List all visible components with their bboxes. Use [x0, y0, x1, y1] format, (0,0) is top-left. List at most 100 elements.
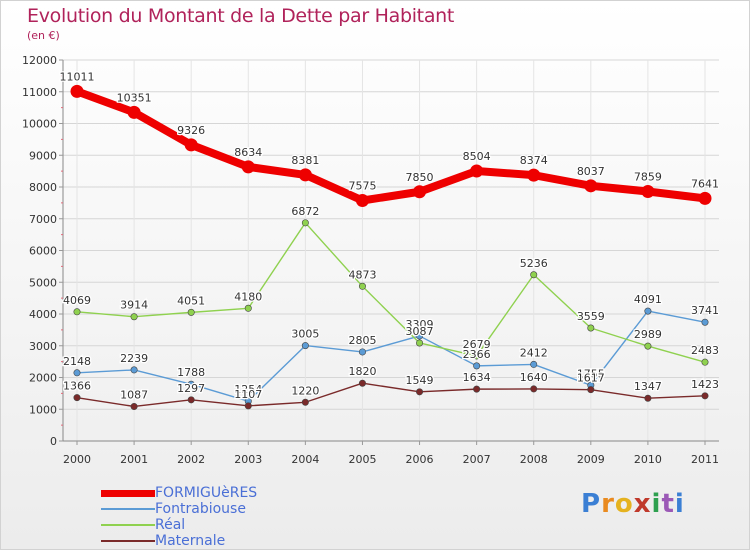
series-1-point	[187, 380, 195, 388]
y-axis-ticks: 0 1000 2000 3000 4000 5000 6000 7000 8000 9000 100…	[22, 54, 63, 448]
legend-label: FORMIGUèRES	[155, 485, 258, 501]
series-2-point	[644, 342, 652, 350]
legend-item: FORMIGUèRES	[101, 485, 257, 501]
data-label: 1640	[520, 371, 548, 384]
y-tick-label: 0	[50, 435, 57, 448]
series-2-point	[473, 352, 481, 360]
series-3-point	[587, 386, 595, 394]
legend-swatch	[101, 508, 155, 510]
series-0-point	[355, 193, 369, 207]
series-3-point	[701, 392, 709, 400]
logo-letter: o	[614, 489, 634, 519]
series-2-point	[244, 304, 252, 312]
data-label: 1347	[634, 380, 662, 393]
series-0-point	[470, 164, 484, 178]
data-label: 2239	[120, 352, 148, 365]
x-tick-label: 2008	[520, 453, 548, 466]
data-label: 2989	[634, 328, 662, 341]
y-tick-label: 1000	[29, 403, 57, 416]
chart-subtitle: (en €)	[27, 29, 60, 42]
y-tick-label: 6000	[29, 245, 57, 258]
series-3-point	[301, 398, 309, 406]
data-label: 1788	[177, 366, 205, 379]
data-label: 1087	[120, 388, 148, 401]
series-2-point	[587, 324, 595, 332]
y-tick-label: 10000	[22, 118, 57, 131]
data-label: 7641	[691, 177, 719, 190]
series-0-point	[298, 168, 312, 182]
proxiti-logo: Proxiti	[581, 489, 685, 519]
legend-label: Fontrabiouse	[155, 501, 246, 517]
data-label: 7850	[406, 171, 434, 184]
x-tick-label: 2003	[234, 453, 262, 466]
series-3-point	[416, 388, 424, 396]
data-label: 1297	[177, 382, 205, 395]
series-1-line	[76, 310, 706, 402]
series-3-point	[473, 385, 481, 393]
series-2-point	[701, 358, 709, 366]
legend-label: Maternale	[155, 533, 226, 549]
data-label: 1755	[577, 367, 605, 380]
series-0-point	[184, 138, 198, 152]
x-tick-label: 2002	[177, 453, 205, 466]
x-tick-label: 2004	[291, 453, 319, 466]
series-2-point	[530, 271, 538, 279]
data-label: 1549	[406, 374, 434, 387]
data-label: 1423	[691, 378, 719, 391]
y-tick-label: 2000	[29, 372, 57, 385]
x-tick-label: 2001	[120, 453, 148, 466]
legend-item: Réal	[101, 517, 185, 533]
series-0-point	[698, 191, 712, 205]
legend-label: Réal	[155, 517, 186, 533]
logo-letter: r	[601, 489, 615, 519]
series-3-point	[644, 394, 652, 402]
series-1-point	[473, 362, 481, 370]
data-label: 1254	[234, 383, 262, 396]
data-label: 1820	[348, 365, 376, 378]
data-label: 7575	[348, 179, 376, 192]
data-label: 2366	[463, 348, 491, 361]
y-tick-label: 9000	[29, 149, 57, 162]
data-label: 8037	[577, 165, 605, 178]
data-label: 1617	[577, 372, 605, 385]
y-tick-label: 4000	[29, 308, 57, 321]
legend-swatch	[101, 540, 155, 542]
data-label: 7859	[634, 170, 662, 183]
series-0-point	[527, 168, 541, 182]
x-tick-label: 2006	[406, 453, 434, 466]
data-label: 4069	[63, 294, 91, 307]
series-3-line	[76, 382, 706, 408]
data-label: 2483	[691, 344, 719, 357]
data-label: 11011	[60, 70, 95, 83]
series-1-point	[416, 332, 424, 340]
data-label: 4051	[177, 294, 205, 307]
x-tick-label: 2010	[634, 453, 662, 466]
series-0-point	[241, 160, 255, 174]
data-label: 1366	[63, 380, 91, 393]
series-2-point	[187, 308, 195, 316]
y-tick-label: 8000	[29, 181, 57, 194]
chart-title: Evolution du Montant de la Dette par Hab…	[27, 5, 455, 27]
logo-letter: i	[651, 489, 662, 519]
data-label: 3087	[406, 325, 434, 338]
series-3-point	[73, 394, 81, 402]
series-2-point	[73, 308, 81, 316]
data-label: 1107	[234, 388, 262, 401]
series-1-point	[701, 318, 709, 326]
data-label: 2148	[63, 355, 91, 368]
y-tick-label: 7000	[29, 213, 57, 226]
series-3-point	[130, 402, 138, 410]
series-2-line	[76, 222, 706, 363]
series-lines	[70, 84, 712, 410]
series-0-point	[413, 185, 427, 199]
data-label: 1634	[463, 371, 491, 384]
data-label: 4873	[348, 268, 376, 281]
logo-letter: t	[661, 489, 675, 519]
data-label: 5236	[520, 257, 548, 270]
legend-swatch	[101, 524, 155, 526]
series-2-point	[130, 313, 138, 321]
series-0-point	[127, 105, 141, 119]
data-label: 3559	[577, 310, 605, 323]
